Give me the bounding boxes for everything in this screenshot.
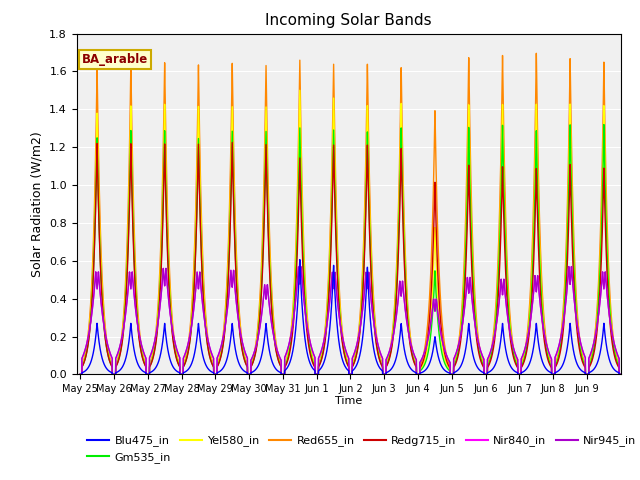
Text: BA_arable: BA_arable [82,53,148,66]
Legend: Blu475_in, Gm535_in, Yel580_in, Red655_in, Redg715_in, Nir840_in, Nir945_in: Blu475_in, Gm535_in, Yel580_in, Red655_i… [83,431,640,468]
Title: Incoming Solar Bands: Incoming Solar Bands [266,13,432,28]
X-axis label: Time: Time [335,396,362,406]
Y-axis label: Solar Radiation (W/m2): Solar Radiation (W/m2) [31,131,44,277]
